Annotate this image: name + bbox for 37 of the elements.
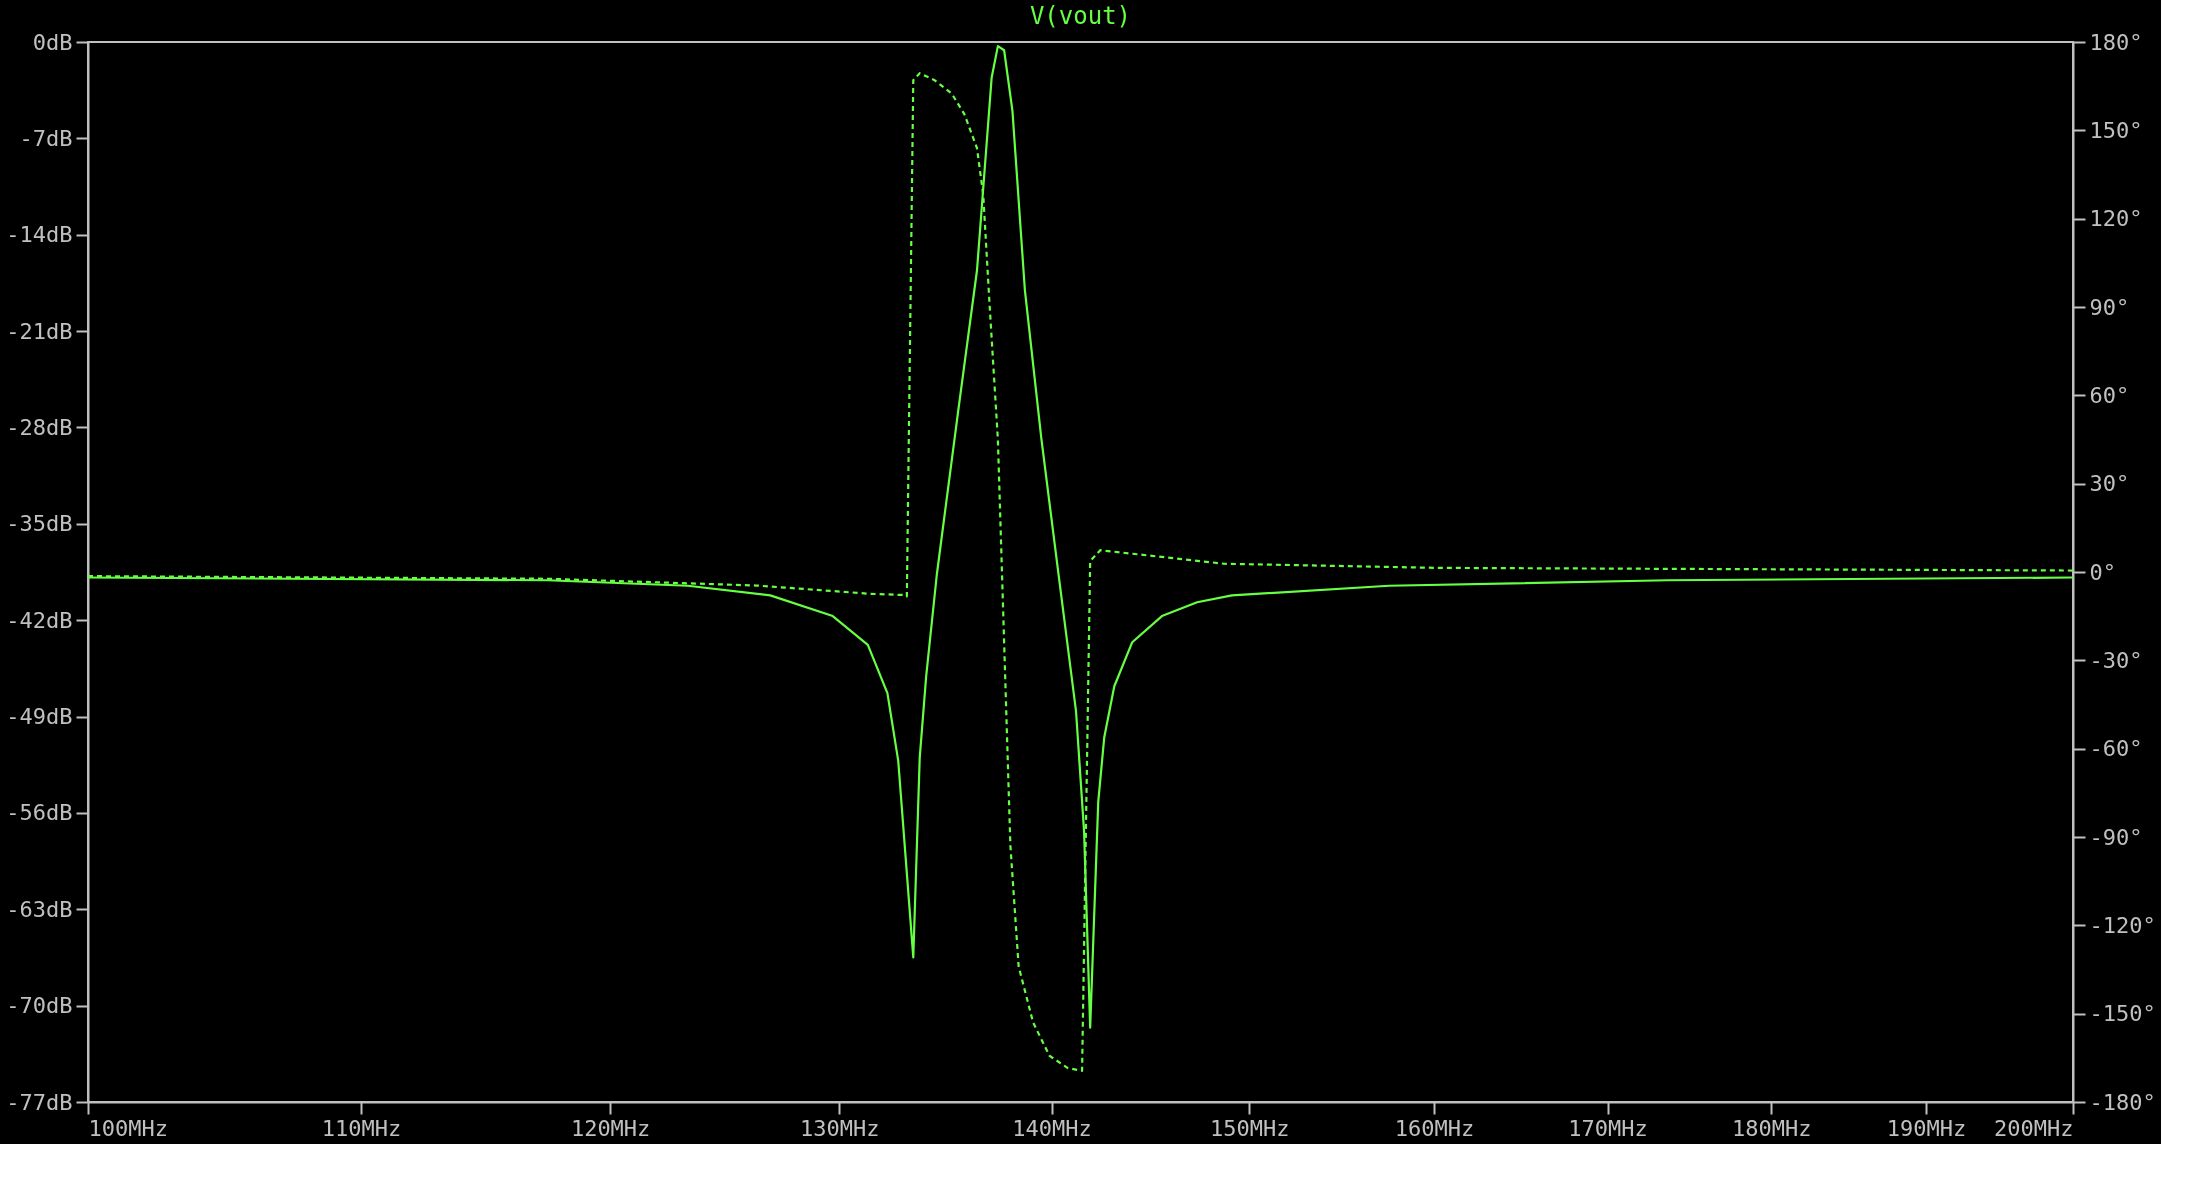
x-tick-label: 140MHz <box>1012 1115 1092 1141</box>
y2-tick-label: 0° <box>2089 559 2116 585</box>
y2-tick-label: -180° <box>2089 1089 2156 1115</box>
y2-tick-label: -60° <box>2089 736 2143 762</box>
y2-tick-label: -90° <box>2089 824 2143 850</box>
x-tick-label: 200MHz <box>1994 1115 2074 1141</box>
y-tick-label: -49dB <box>6 704 73 730</box>
x-tick-label: 150MHz <box>1209 1115 1290 1141</box>
y2-tick-label: 120° <box>2089 206 2143 232</box>
y-tick-label: 0dB <box>32 29 73 55</box>
chart-title: V(vout) <box>1029 2 1132 30</box>
y2-tick-label: 60° <box>2089 382 2130 408</box>
x-tick-label: 180MHz <box>1732 1115 1812 1141</box>
y2-tick-label: 180° <box>2089 29 2143 55</box>
y-tick-label: -56dB <box>6 800 73 826</box>
x-tick-label: 130MHz <box>800 1115 880 1141</box>
y2-tick-label: -120° <box>2089 912 2156 938</box>
y-tick-label: -7dB <box>19 125 73 151</box>
y2-tick-label: -150° <box>2089 1001 2156 1027</box>
y-tick-label: -35dB <box>6 511 73 537</box>
y-tick-label: -28dB <box>6 414 73 440</box>
y-tick-label: -77dB <box>6 1089 73 1115</box>
y2-tick-label: 150° <box>2089 117 2143 143</box>
x-tick-label: 170MHz <box>1568 1115 1648 1141</box>
y-tick-label: -21dB <box>6 318 73 344</box>
x-tick-label: 110MHz <box>321 1115 402 1141</box>
x-tick-label: 100MHz <box>88 1115 168 1141</box>
y2-tick-label: -30° <box>2089 647 2143 673</box>
y2-tick-label: 30° <box>2089 471 2130 497</box>
y-tick-label: -63dB <box>6 896 73 922</box>
y2-tick-label: 90° <box>2089 294 2130 320</box>
x-tick-label: 190MHz <box>1886 1115 1967 1141</box>
y-tick-label: -70dB <box>6 993 73 1019</box>
x-tick-label: 160MHz <box>1394 1115 1475 1141</box>
y-tick-label: -42dB <box>6 607 73 633</box>
x-tick-label: 120MHz <box>570 1115 651 1141</box>
y-tick-label: -14dB <box>6 222 73 248</box>
